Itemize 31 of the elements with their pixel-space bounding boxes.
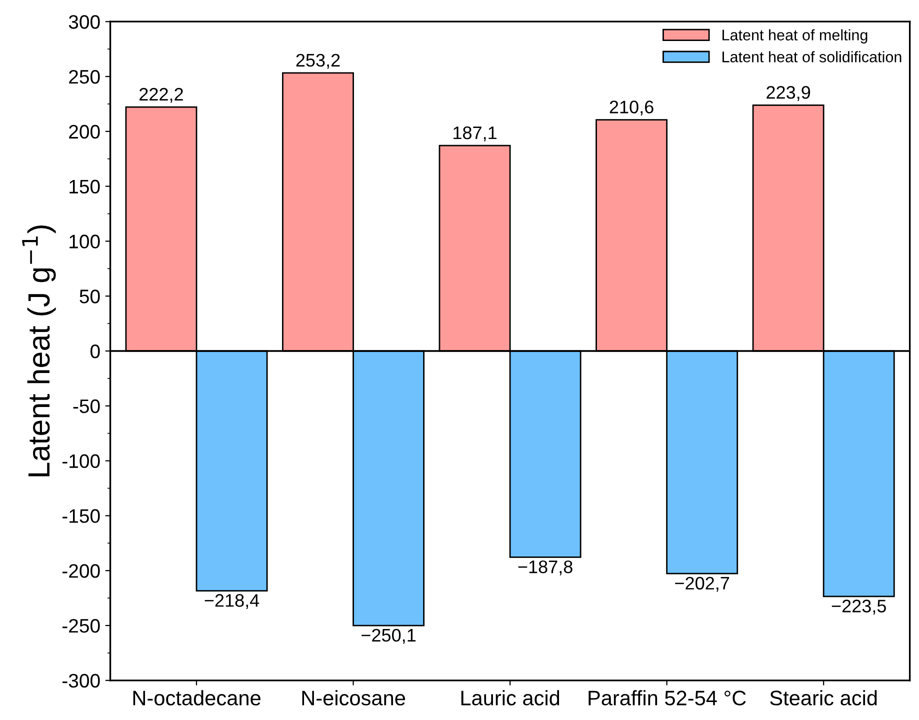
legend-label: Latent heat of melting bbox=[722, 29, 868, 44]
y-tick-label: -150 bbox=[62, 509, 100, 523]
data-label: −223,5 bbox=[832, 600, 886, 615]
y-tick-label: 50 bbox=[80, 290, 100, 304]
y-tick-label: 300 bbox=[68, 15, 100, 29]
y-tick-label: 150 bbox=[70, 180, 100, 194]
data-label: 253,2 bbox=[296, 54, 340, 69]
y-tick-label: 250 bbox=[69, 70, 100, 84]
y-tick-label: -50 bbox=[73, 399, 100, 414]
x-tick-label: N-eicosane bbox=[302, 690, 406, 706]
y-tick-label: -100 bbox=[62, 454, 100, 468]
x-tick-label: Lauric acid bbox=[461, 690, 560, 706]
y-tick-label: -300 bbox=[62, 674, 100, 688]
y-tick-label: 0 bbox=[90, 344, 100, 358]
data-label: −250,1 bbox=[362, 628, 416, 644]
data-label: 223,9 bbox=[766, 86, 810, 101]
data-label: 187,1 bbox=[454, 126, 496, 142]
y-tick-label: 200 bbox=[69, 124, 100, 139]
y-tick-label: -250 bbox=[62, 618, 100, 633]
y-tick-label: -200 bbox=[62, 564, 100, 578]
data-label: 210,6 bbox=[610, 100, 654, 116]
y-axis-title: Latent heat (J g$^{−1}$) bbox=[22, 225, 56, 476]
data-label: −187,8 bbox=[518, 560, 572, 576]
x-tick-label: Stearic acid bbox=[770, 690, 877, 706]
data-label: −218,4 bbox=[204, 594, 260, 609]
data-label: −202,7 bbox=[675, 576, 730, 592]
x-tick-label: N-octadecane bbox=[133, 690, 260, 706]
x-tick-label: Paraffin 52-54 °C bbox=[588, 690, 746, 706]
data-label: 222,2 bbox=[140, 88, 183, 103]
y-tick-label: 100 bbox=[70, 234, 100, 248]
legend-label: Latent heat of solidification bbox=[722, 51, 902, 62]
